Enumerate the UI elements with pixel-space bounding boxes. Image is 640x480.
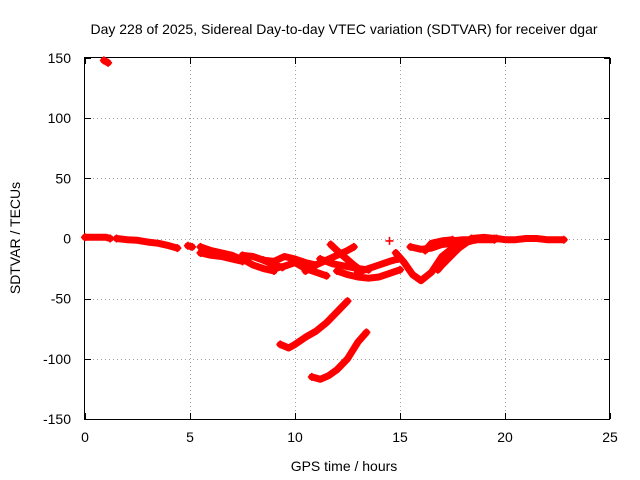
data-point: [354, 268, 362, 277]
data-point: [99, 56, 108, 65]
series-line: [260, 253, 320, 269]
series-line: [241, 256, 278, 275]
data-point: [467, 234, 476, 243]
series-line: [442, 241, 467, 260]
series-line: [302, 243, 358, 275]
series-arc-16: [385, 236, 394, 245]
x-tick-label: 15: [392, 429, 408, 445]
series-arc-02: [81, 233, 115, 243]
series-line: [493, 235, 568, 244]
data-point: [104, 58, 113, 67]
series-arc-11: [301, 242, 358, 275]
x-tick-label: 0: [81, 429, 89, 445]
x-tick-label: 5: [186, 429, 194, 445]
data-point: [316, 254, 325, 263]
data-point: [492, 234, 501, 243]
data-point: [173, 244, 182, 253]
series-arc-25: [276, 297, 352, 352]
data-point: [301, 266, 310, 275]
series-arc-26: [307, 328, 371, 383]
x-tick-label: 20: [497, 429, 513, 445]
x-tick-label: 25: [602, 429, 618, 445]
data-point: [362, 328, 371, 337]
data-point: [333, 266, 341, 275]
series-arc-24: [492, 234, 568, 244]
data-point: [559, 235, 568, 244]
y-tick-label: 150: [48, 50, 72, 66]
axis-ticks: 0 5 10 15 20 25 -150 -100 -50 0 50 100 150: [43, 50, 618, 445]
y-tick-label: -150: [43, 411, 71, 427]
data-series: [81, 56, 568, 383]
y-tick-label: 100: [48, 110, 72, 126]
series-line: [276, 297, 351, 352]
x-axis-label: GPS time / hours: [291, 458, 398, 474]
y-tick-label: 50: [55, 170, 71, 186]
series-arc-01: [99, 56, 113, 67]
data-point: [183, 241, 192, 250]
y-tick-label: -50: [51, 291, 71, 307]
series-arc-14: [333, 265, 404, 282]
data-point: [391, 248, 400, 257]
y-tick-label: 0: [63, 231, 71, 247]
y-tick-label: -100: [43, 351, 71, 367]
data-point: [196, 248, 205, 257]
series-arc-10: [270, 259, 331, 280]
data-point: [448, 236, 457, 245]
data-point: [349, 242, 358, 251]
y-axis-label: SDTVAR / TECUs: [7, 182, 23, 294]
x-tick-label: 10: [287, 429, 303, 445]
data-point: [276, 340, 285, 349]
data-point: [442, 252, 451, 261]
data-point: [396, 265, 404, 274]
data-point: [343, 297, 352, 306]
series-arc-03: [112, 234, 182, 253]
data-point: [385, 236, 394, 245]
data-point: [421, 246, 430, 255]
data-point: [259, 256, 268, 265]
series-arc-04: [183, 241, 197, 251]
data-point: [240, 256, 249, 265]
data-point: [188, 242, 197, 251]
data-point: [270, 264, 278, 273]
data-point: [406, 242, 415, 251]
series-line: [333, 266, 404, 282]
data-point: [112, 234, 121, 243]
data-point: [433, 265, 442, 274]
data-point: [322, 271, 331, 280]
data-point: [81, 233, 89, 242]
data-point: [307, 372, 316, 381]
data-point: [326, 240, 335, 249]
series-line: [113, 235, 181, 252]
series-line: [197, 249, 246, 265]
chart-title: Day 228 of 2025, Sidereal Day-to-day VTE…: [90, 21, 597, 37]
series-line: [308, 328, 370, 383]
series-line: [354, 255, 402, 276]
series-line: [421, 236, 456, 254]
series-line: [270, 259, 330, 280]
